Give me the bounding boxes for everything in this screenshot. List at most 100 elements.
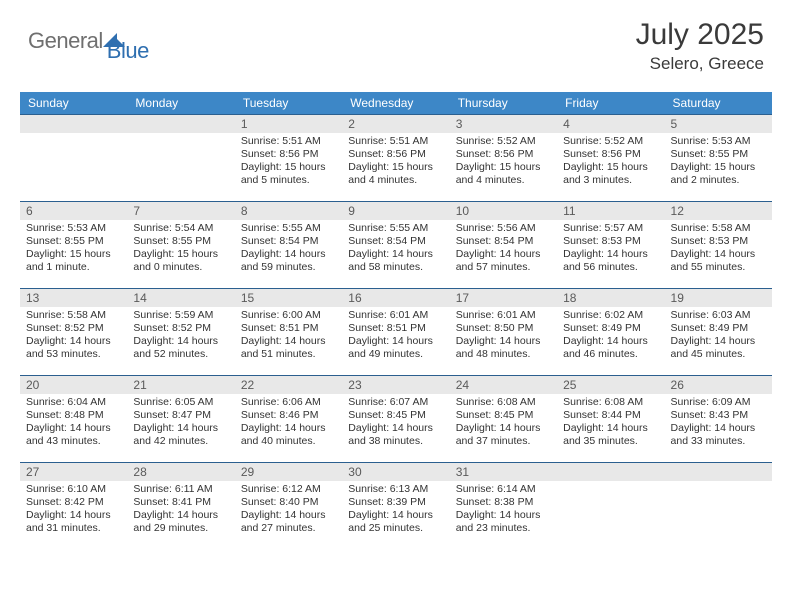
day-number: 30 [342,463,449,481]
day-cell-9: 9Sunrise: 5:55 AMSunset: 8:54 PMDaylight… [342,202,449,283]
day-cell-6: 6Sunrise: 5:53 AMSunset: 8:55 PMDaylight… [20,202,127,283]
day-number: 27 [20,463,127,481]
day-number: 19 [665,289,772,307]
day-body: Sunrise: 5:54 AMSunset: 8:55 PMDaylight:… [127,220,234,283]
day-body: Sunrise: 6:08 AMSunset: 8:45 PMDaylight:… [450,394,557,457]
day-cell-12: 12Sunrise: 5:58 AMSunset: 8:53 PMDayligh… [665,202,772,283]
day-number: 23 [342,376,449,394]
day-body: Sunrise: 5:53 AMSunset: 8:55 PMDaylight:… [20,220,127,283]
day-cell-14: 14Sunrise: 5:59 AMSunset: 8:52 PMDayligh… [127,289,234,370]
day-cell-5: 5Sunrise: 5:53 AMSunset: 8:55 PMDaylight… [665,115,772,196]
day-cell-24: 24Sunrise: 6:08 AMSunset: 8:45 PMDayligh… [450,376,557,457]
day-number: 14 [127,289,234,307]
location-label: Selero, Greece [636,54,764,74]
day-cell-18: 18Sunrise: 6:02 AMSunset: 8:49 PMDayligh… [557,289,664,370]
title-block: July 2025 Selero, Greece [636,18,764,74]
empty-cell [127,115,234,196]
day-number: 11 [557,202,664,220]
day-number: 20 [20,376,127,394]
day-cell-23: 23Sunrise: 6:07 AMSunset: 8:45 PMDayligh… [342,376,449,457]
day-cell-31: 31Sunrise: 6:14 AMSunset: 8:38 PMDayligh… [450,463,557,544]
day-body: Sunrise: 5:56 AMSunset: 8:54 PMDaylight:… [450,220,557,283]
empty-cell [557,463,664,544]
day-body: Sunrise: 5:51 AMSunset: 8:56 PMDaylight:… [235,133,342,196]
day-body: Sunrise: 6:03 AMSunset: 8:49 PMDaylight:… [665,307,772,370]
day-cell-11: 11Sunrise: 5:57 AMSunset: 8:53 PMDayligh… [557,202,664,283]
day-body: Sunrise: 5:53 AMSunset: 8:55 PMDaylight:… [665,133,772,196]
day-body: Sunrise: 6:14 AMSunset: 8:38 PMDaylight:… [450,481,557,544]
day-body: Sunrise: 5:55 AMSunset: 8:54 PMDaylight:… [235,220,342,283]
day-header-wednesday: Wednesday [342,92,449,115]
calendar-table: SundayMondayTuesdayWednesdayThursdayFrid… [20,92,772,544]
week-row: 6Sunrise: 5:53 AMSunset: 8:55 PMDaylight… [20,202,772,283]
day-number: 18 [557,289,664,307]
day-body: Sunrise: 5:58 AMSunset: 8:52 PMDaylight:… [20,307,127,370]
day-header-sunday: Sunday [20,92,127,115]
day-number: 13 [20,289,127,307]
day-cell-21: 21Sunrise: 6:05 AMSunset: 8:47 PMDayligh… [127,376,234,457]
day-header-saturday: Saturday [665,92,772,115]
day-body: Sunrise: 6:01 AMSunset: 8:51 PMDaylight:… [342,307,449,370]
logo-text-blue: Blue [107,38,149,64]
day-cell-17: 17Sunrise: 6:01 AMSunset: 8:50 PMDayligh… [450,289,557,370]
day-number: 7 [127,202,234,220]
day-number: 2 [342,115,449,133]
day-number: 25 [557,376,664,394]
day-body: Sunrise: 6:01 AMSunset: 8:50 PMDaylight:… [450,307,557,370]
day-cell-29: 29Sunrise: 6:12 AMSunset: 8:40 PMDayligh… [235,463,342,544]
day-header-thursday: Thursday [450,92,557,115]
day-header-row: SundayMondayTuesdayWednesdayThursdayFrid… [20,92,772,115]
day-body: Sunrise: 5:57 AMSunset: 8:53 PMDaylight:… [557,220,664,283]
day-cell-15: 15Sunrise: 6:00 AMSunset: 8:51 PMDayligh… [235,289,342,370]
header: General Blue July 2025 Selero, Greece [0,0,792,84]
day-cell-3: 3Sunrise: 5:52 AMSunset: 8:56 PMDaylight… [450,115,557,196]
day-number: 16 [342,289,449,307]
page-title: July 2025 [636,18,764,52]
day-number: 4 [557,115,664,133]
week-row: 1Sunrise: 5:51 AMSunset: 8:56 PMDaylight… [20,115,772,196]
week-row: 27Sunrise: 6:10 AMSunset: 8:42 PMDayligh… [20,463,772,544]
day-number: 22 [235,376,342,394]
day-number: 9 [342,202,449,220]
day-number: 21 [127,376,234,394]
day-header-friday: Friday [557,92,664,115]
day-number: 8 [235,202,342,220]
day-number: 29 [235,463,342,481]
day-number: 17 [450,289,557,307]
empty-cell [20,115,127,196]
day-number: 6 [20,202,127,220]
day-header-monday: Monday [127,92,234,115]
day-cell-2: 2Sunrise: 5:51 AMSunset: 8:56 PMDaylight… [342,115,449,196]
day-body: Sunrise: 6:07 AMSunset: 8:45 PMDaylight:… [342,394,449,457]
day-body: Sunrise: 5:58 AMSunset: 8:53 PMDaylight:… [665,220,772,283]
day-cell-20: 20Sunrise: 6:04 AMSunset: 8:48 PMDayligh… [20,376,127,457]
day-cell-7: 7Sunrise: 5:54 AMSunset: 8:55 PMDaylight… [127,202,234,283]
day-body: Sunrise: 6:10 AMSunset: 8:42 PMDaylight:… [20,481,127,544]
day-cell-1: 1Sunrise: 5:51 AMSunset: 8:56 PMDaylight… [235,115,342,196]
logo-text-general: General [28,28,103,54]
week-row: 20Sunrise: 6:04 AMSunset: 8:48 PMDayligh… [20,376,772,457]
day-cell-27: 27Sunrise: 6:10 AMSunset: 8:42 PMDayligh… [20,463,127,544]
day-body: Sunrise: 6:05 AMSunset: 8:47 PMDaylight:… [127,394,234,457]
day-cell-13: 13Sunrise: 5:58 AMSunset: 8:52 PMDayligh… [20,289,127,370]
day-cell-25: 25Sunrise: 6:08 AMSunset: 8:44 PMDayligh… [557,376,664,457]
day-cell-26: 26Sunrise: 6:09 AMSunset: 8:43 PMDayligh… [665,376,772,457]
day-body: Sunrise: 6:06 AMSunset: 8:46 PMDaylight:… [235,394,342,457]
day-body: Sunrise: 5:59 AMSunset: 8:52 PMDaylight:… [127,307,234,370]
day-header-tuesday: Tuesday [235,92,342,115]
day-body: Sunrise: 5:51 AMSunset: 8:56 PMDaylight:… [342,133,449,196]
day-number: 12 [665,202,772,220]
day-number: 28 [127,463,234,481]
day-number: 10 [450,202,557,220]
empty-cell [665,463,772,544]
day-cell-30: 30Sunrise: 6:13 AMSunset: 8:39 PMDayligh… [342,463,449,544]
day-body: Sunrise: 5:52 AMSunset: 8:56 PMDaylight:… [557,133,664,196]
day-cell-19: 19Sunrise: 6:03 AMSunset: 8:49 PMDayligh… [665,289,772,370]
day-cell-28: 28Sunrise: 6:11 AMSunset: 8:41 PMDayligh… [127,463,234,544]
day-number: 3 [450,115,557,133]
day-cell-16: 16Sunrise: 6:01 AMSunset: 8:51 PMDayligh… [342,289,449,370]
logo: General Blue [28,18,149,64]
day-number: 31 [450,463,557,481]
day-body: Sunrise: 6:09 AMSunset: 8:43 PMDaylight:… [665,394,772,457]
day-body: Sunrise: 5:55 AMSunset: 8:54 PMDaylight:… [342,220,449,283]
